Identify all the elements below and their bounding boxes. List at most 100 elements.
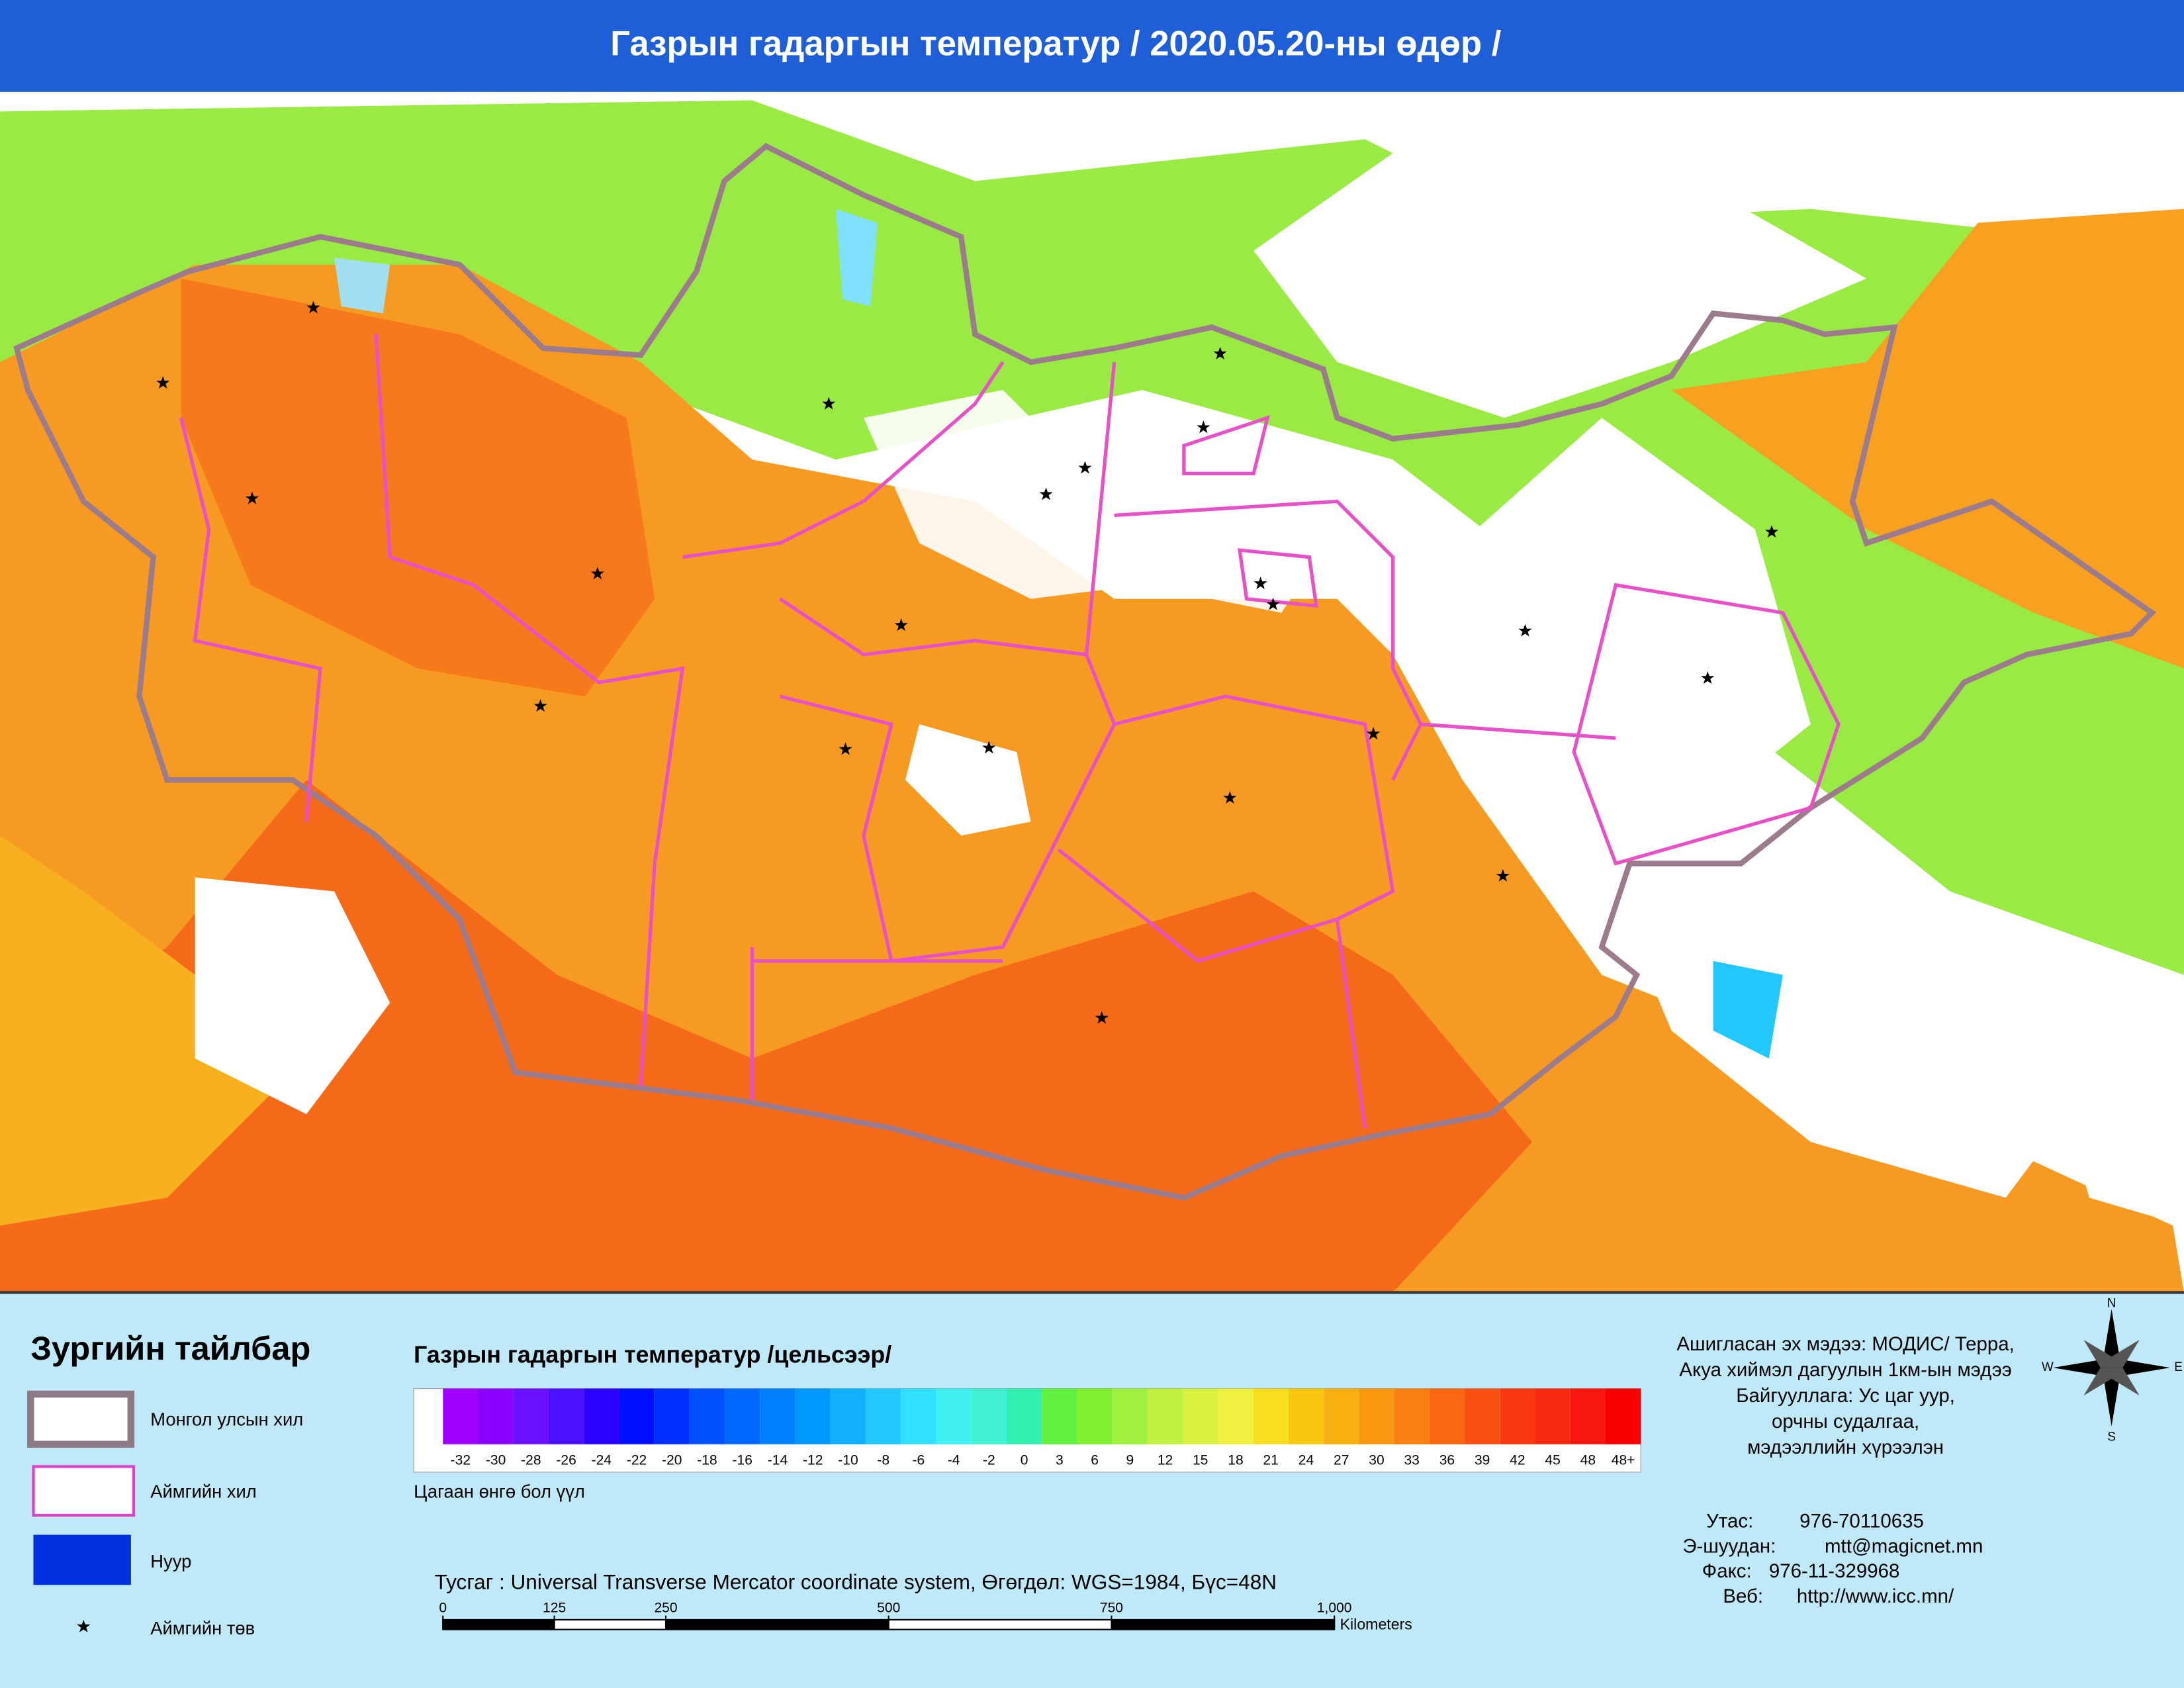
scale-tick-label: 250 (654, 1601, 677, 1616)
colorbar-cell (548, 1388, 584, 1444)
colorbar-label: -28 (521, 1453, 541, 1468)
colorbar-label: 30 (1369, 1453, 1384, 1468)
projection: Тусгаг : Universal Transverse Mercator c… (435, 1570, 1277, 1594)
colorbar-label: 48 (1580, 1453, 1596, 1468)
colorbar-cell (478, 1388, 514, 1444)
colorbar-label: 21 (1263, 1453, 1279, 1468)
colorbar-label: -2 (983, 1453, 995, 1468)
legend-country-swatch (27, 1390, 135, 1448)
colorbar-label: -32 (451, 1453, 471, 1468)
colorbar-label: -8 (877, 1453, 889, 1468)
colorbar-cell (1007, 1388, 1042, 1444)
legend-label: Аймгийн хил (150, 1481, 256, 1502)
colorbar-cell (1605, 1388, 1641, 1444)
compass: N S E W (2042, 1296, 2183, 1444)
scale-unit: Kilometers (1340, 1615, 1412, 1632)
colorbar-cell (795, 1388, 831, 1444)
map-title: Газрын гадаргын температур / 2020.05.20-… (610, 24, 1502, 63)
colorbar-cell (1359, 1388, 1394, 1444)
scale-tick-label: 1,000 (1317, 1601, 1352, 1616)
colorbar-cell (1535, 1388, 1570, 1444)
contact-value: http://www.icc.mn/ (1797, 1585, 1954, 1607)
colorbar-cell (1112, 1388, 1148, 1444)
colorbar-cell (866, 1388, 901, 1444)
legend-lake-swatch (33, 1534, 131, 1585)
compass-w: W (2042, 1360, 2054, 1374)
colorbar-label: 12 (1158, 1453, 1173, 1468)
colorbar-label: -30 (486, 1453, 506, 1468)
source-line: Акуа хиймэл дагуулын 1км-ын мэдээ (1679, 1359, 2011, 1381)
colorbar-cell (725, 1388, 760, 1444)
scale-tick-label: 125 (543, 1601, 566, 1616)
compass-s: S (2107, 1430, 2116, 1444)
colorbar-label: -16 (733, 1453, 752, 1468)
colorbar-cell (1429, 1388, 1465, 1444)
colorbar-cell (1394, 1388, 1430, 1444)
colorbar-cell (830, 1388, 866, 1444)
colorbar-cell (1183, 1388, 1218, 1444)
colorbar-label: 39 (1475, 1453, 1490, 1468)
colorbar-cell (1500, 1388, 1535, 1444)
colorbar-label: -10 (838, 1453, 858, 1468)
source-line: Ашигласан эх мэдээ: МОДИС/ Терра, (1676, 1333, 2015, 1355)
colorbar-cell (584, 1388, 619, 1444)
colorbar-label: 15 (1193, 1453, 1208, 1468)
colorbar-cell (443, 1388, 478, 1444)
colorbar-cell (513, 1388, 549, 1444)
scale-tick-label: 0 (439, 1601, 447, 1616)
colorbar-label: 36 (1439, 1453, 1455, 1468)
source-line: мэдээллийн хүрээлэн (1747, 1436, 1944, 1458)
contact-label: Э-шуудан: (1682, 1535, 1776, 1557)
colorbar-label: 18 (1228, 1453, 1243, 1468)
contact-value: 976-70110635 (1799, 1510, 1924, 1532)
source-line: орчны судалгаа, (1772, 1411, 1919, 1432)
colorbar-cell (619, 1388, 655, 1444)
compass-e: E (2174, 1360, 2183, 1374)
contact-label: Факс: (1702, 1560, 1752, 1582)
colorbar-label: -26 (556, 1453, 576, 1468)
map (0, 93, 2184, 1293)
colorbar-label: 24 (1298, 1453, 1314, 1468)
source-line: Байгууллага: Ус цаг уур, (1736, 1385, 1955, 1407)
colorbar-cell (689, 1388, 725, 1444)
scale-bar-segment (1111, 1619, 1335, 1630)
legend-aimag-swatch (32, 1465, 136, 1517)
scale-bar-segment (665, 1619, 889, 1630)
colorbar-label: -18 (697, 1453, 717, 1468)
scale-bar-segment (443, 1619, 555, 1630)
colorbar-cell (1042, 1388, 1077, 1444)
legend-label: Монгол улсын хил (150, 1409, 303, 1429)
colorbar-cell (654, 1388, 690, 1444)
legend-label: Аймгийн төв (150, 1618, 255, 1638)
colorbar-title: Газрын гадаргын температур /цельсээр/ (414, 1342, 891, 1368)
colorbar-cell (1147, 1388, 1183, 1444)
contact-value: 976-11-329968 (1769, 1560, 1900, 1582)
colorbar-label: -14 (768, 1453, 788, 1468)
colorbar-label: -24 (592, 1453, 612, 1468)
colorbar-label: 33 (1404, 1453, 1419, 1468)
colorbar-label: 48+ (1612, 1453, 1635, 1468)
colorbar-cell (971, 1388, 1007, 1444)
legend-title: Зургийн тайлбар (30, 1329, 310, 1367)
legend-label: Нуур (150, 1551, 191, 1571)
scale-tick-label: 500 (877, 1601, 900, 1616)
colorbar-label: -4 (948, 1453, 960, 1468)
contact-label: Утас: (1706, 1510, 1753, 1532)
colorbar-cell (936, 1388, 972, 1444)
colorbar-cell (1288, 1388, 1324, 1444)
colorbar-label: 0 (1021, 1453, 1028, 1468)
colorbar-label: 9 (1126, 1453, 1134, 1468)
cloud-note: Цагаан өнгө бол үүл (414, 1481, 585, 1502)
colorbar-cell (760, 1388, 796, 1444)
compass-n: N (2107, 1296, 2116, 1310)
colorbar-label: 27 (1334, 1453, 1349, 1468)
colorbar-label: -6 (913, 1453, 925, 1468)
contact-label: Веб: (1723, 1585, 1763, 1607)
colorbar-label: 3 (1056, 1453, 1064, 1468)
colorbar-cell (1324, 1388, 1359, 1444)
colorbar-cell (1465, 1388, 1500, 1444)
colorbar-label: 6 (1091, 1453, 1099, 1468)
colorbar-label: 42 (1510, 1453, 1525, 1468)
